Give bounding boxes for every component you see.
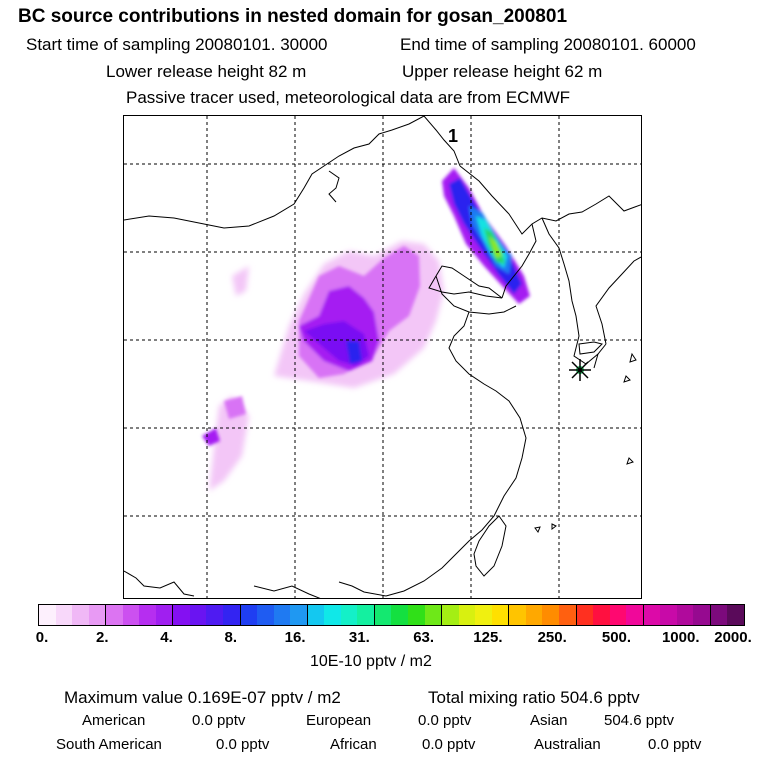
colorbar-segment [391, 605, 409, 625]
colorbar-segment [324, 605, 341, 625]
colorbar-tick: 31. [348, 629, 370, 646]
colorbar-segment [374, 605, 392, 625]
region-name: South American [56, 736, 162, 753]
region-name: Asian [530, 712, 568, 729]
region-value: 0.0 pptv [216, 736, 270, 753]
colorbar-tick: 500. [601, 629, 632, 646]
colorbar-segment [676, 605, 694, 625]
start-time-label: Start time of sampling 20080101. 30000 [26, 35, 328, 54]
colorbar-segment [491, 605, 510, 625]
colorbar-segment [72, 605, 89, 625]
colorbar-segment [122, 605, 140, 625]
colorbar-segment [475, 605, 492, 625]
region-name: Australian [534, 736, 601, 753]
colorbar-segment [710, 605, 728, 625]
region-value: 0.0 pptv [648, 736, 702, 753]
colorbar-segment [240, 605, 258, 625]
colorbar-segment [55, 605, 73, 625]
colorbar-segment [357, 605, 375, 625]
region-name: European [306, 712, 372, 729]
colorbar-segment [155, 605, 174, 625]
colorbar-segment [542, 605, 559, 625]
colorbar-segment [106, 605, 123, 625]
map-canvas: 1 [124, 116, 641, 598]
region-value: 504.6 pptv [604, 712, 675, 729]
colorbar-segment [408, 605, 425, 625]
colorbar-segment [458, 605, 476, 625]
colorbar-tick: 0. [35, 629, 49, 646]
region-value: 0.0 pptv [418, 712, 472, 729]
tracer-note: Passive tracer used, meteorological data… [126, 88, 571, 107]
colorbar-tick: 16. [284, 629, 306, 646]
colorbar-segment [558, 605, 577, 625]
receptor-star-icon [569, 359, 591, 381]
map-panel: 1 [123, 115, 642, 599]
colorbar-segment [206, 605, 224, 625]
colorbar-tick: 250. [537, 629, 567, 646]
colorbar-tick: 125. [473, 629, 503, 646]
colorbar-segment [223, 605, 241, 625]
colorbar-segment [509, 605, 526, 625]
colorbar-tick: 2. [96, 629, 109, 646]
colorbar-segment [693, 605, 711, 625]
region-value: 0.0 pptv [422, 736, 476, 753]
colorbar [38, 604, 745, 626]
colorbar-segment [257, 605, 274, 625]
colorbar-segment [424, 605, 443, 625]
total-mixing-label: Total mixing ratio 504.6 pptv [428, 688, 640, 707]
concentration-field [202, 168, 530, 491]
colorbar-segment [727, 605, 744, 625]
region-name: African [330, 736, 377, 753]
colorbar-tick: 2000. [714, 629, 752, 646]
colorbar-segment [643, 605, 661, 625]
region-name: American [82, 712, 146, 729]
end-time-label: End time of sampling 20080101. 60000 [400, 35, 696, 54]
colorbar-segment [525, 605, 543, 625]
colorbar-segment [609, 605, 627, 625]
plot-title: BC source contributions in nested domain… [18, 6, 568, 27]
colorbar-segment [576, 605, 594, 625]
colorbar-tick: 63. [413, 629, 435, 646]
lat-lon-grid [124, 116, 641, 598]
plume-core-blue [346, 341, 362, 364]
coastlines [124, 116, 641, 598]
colorbar-segment [593, 605, 610, 625]
colorbar-segment [273, 605, 291, 625]
lower-release-label: Lower release height 82 m [106, 62, 307, 81]
colorbar-tick: 4. [160, 629, 173, 646]
colorbar-segment [307, 605, 325, 625]
region-value: 0.0 pptv [192, 712, 246, 729]
colorbar-segment [442, 605, 459, 625]
colorbar-segment [290, 605, 308, 625]
colorbar-segment [626, 605, 644, 625]
colorbar-tick: 8. [224, 629, 238, 646]
colorbar-segment [173, 605, 190, 625]
colorbar-tick: 1000. [661, 629, 700, 646]
colorbar-segment [88, 605, 107, 625]
colorbar-segment [39, 605, 56, 625]
colorbar-segment [340, 605, 358, 625]
plume-west-blob-2 [224, 396, 246, 419]
plume-halo-west [209, 396, 249, 491]
colorbar-segment [189, 605, 207, 625]
maximum-value-label: Maximum value 0.169E-07 pptv / m2 [64, 688, 341, 707]
colorbar-segment [660, 605, 677, 625]
plume-halo-north [232, 266, 249, 296]
upper-release-label: Upper release height 62 m [402, 62, 603, 81]
colorbar-units: 10E-10 pptv / m2 [310, 653, 432, 670]
map-corner-label: 1 [448, 126, 458, 146]
colorbar-segment [139, 605, 156, 625]
colorbar-tick-labels: 0. 2. 4. 8. 16. 31. 63. 125. 250. 500. 1000. 2000. [0, 629, 768, 649]
